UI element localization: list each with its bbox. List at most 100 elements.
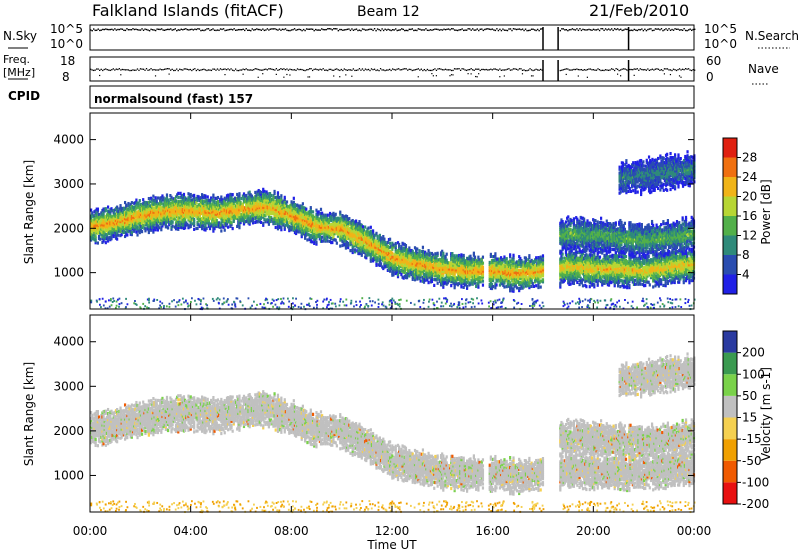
- power-cell: [142, 214, 145, 218]
- power-cell: [215, 210, 218, 215]
- power-cell: [256, 208, 259, 212]
- power-cell: [222, 215, 225, 219]
- power-cell: [111, 231, 114, 235]
- power-cell: [361, 225, 364, 229]
- nsky-point: [212, 28, 214, 30]
- power-cell: [92, 223, 95, 227]
- power-cell: [108, 224, 111, 228]
- nsky-point: [351, 28, 353, 30]
- power-cell: [118, 219, 121, 223]
- nsky-point: [91, 29, 93, 32]
- power-cell: [133, 215, 136, 219]
- power-cell: [384, 250, 387, 255]
- nsky-point: [234, 29, 237, 31]
- power-cell: [182, 194, 186, 199]
- power-cell: [353, 250, 357, 254]
- power-cell: [188, 215, 191, 219]
- freq-point: [253, 68, 255, 71]
- power-cell: [432, 267, 435, 271]
- power-cell: [385, 247, 388, 251]
- power-cell: [371, 237, 375, 241]
- power-cell: [347, 227, 350, 232]
- power-cell: [344, 246, 348, 250]
- power-cell: [358, 230, 361, 234]
- power-cell: [367, 238, 370, 242]
- power-cell: [99, 219, 102, 223]
- power-cell: [267, 204, 271, 208]
- freq-point: [266, 69, 268, 71]
- power-cell: [136, 211, 139, 215]
- power-cell: [386, 250, 389, 255]
- power-cell: [265, 194, 268, 198]
- power-cell: [323, 237, 326, 241]
- power-cell: [447, 275, 451, 279]
- nave-point: [620, 75, 622, 77]
- power-cell: [469, 264, 472, 268]
- power-cell: [134, 201, 137, 205]
- nsky-point: [452, 28, 454, 30]
- power-cell: [101, 214, 104, 219]
- power-cell: [105, 219, 109, 223]
- power-cell: [419, 275, 422, 279]
- power-cell: [151, 204, 154, 208]
- nsky-point: [623, 29, 625, 31]
- power-cell: [257, 188, 260, 193]
- power-cell: [211, 206, 214, 210]
- power-cell: [293, 203, 297, 207]
- nsky-point: [491, 28, 494, 30]
- power-cell: [319, 211, 323, 215]
- power-cell: [429, 276, 432, 280]
- power-cell: [215, 200, 218, 205]
- power-cell: [339, 244, 342, 248]
- power-cell: [224, 214, 227, 218]
- nsky-point: [94, 29, 96, 32]
- power-cell: [422, 254, 426, 258]
- power-cell: [477, 285, 480, 289]
- nsky-point: [404, 29, 406, 32]
- nsky-point: [231, 29, 234, 31]
- nsky-point: [562, 28, 565, 30]
- power-cell: [190, 204, 193, 208]
- power-cell: [461, 276, 464, 280]
- nsky-point: [606, 29, 608, 31]
- power-cell: [413, 254, 417, 258]
- power-cell: [368, 235, 371, 239]
- power-cell: [432, 253, 435, 257]
- power-cell: [475, 266, 478, 271]
- power-cell: [338, 226, 341, 230]
- power-cell: [390, 258, 393, 263]
- power-cell: [223, 204, 226, 208]
- freq-point: [494, 68, 496, 70]
- power-cell: [128, 208, 131, 213]
- power-cell: [383, 247, 386, 251]
- power-cell: [183, 214, 187, 218]
- power-cell: [421, 275, 425, 279]
- power-cell: [429, 266, 432, 270]
- power-cell: [305, 213, 308, 217]
- power-cell: [164, 215, 167, 219]
- power-cell: [348, 236, 351, 241]
- power-cell: [162, 208, 165, 212]
- power-cell: [271, 219, 274, 223]
- power-cell: [444, 266, 447, 270]
- power-cell: [135, 206, 138, 210]
- power-cell: [434, 266, 437, 270]
- power-cell: [268, 192, 272, 196]
- power-cell: [335, 227, 338, 231]
- power-cell: [371, 257, 375, 261]
- power-cell: [429, 252, 432, 256]
- freq-point: [392, 68, 394, 70]
- power-cell: [313, 217, 316, 222]
- power-cell: [208, 215, 212, 219]
- power-cell: [454, 266, 457, 270]
- power-cell: [375, 261, 378, 265]
- power-cell: [403, 256, 406, 261]
- power-cell: [273, 189, 276, 194]
- power-cell: [177, 219, 180, 223]
- power-cell: [117, 209, 120, 213]
- freq-point: [272, 68, 275, 71]
- power-cell: [143, 208, 146, 212]
- power-cell: [343, 219, 346, 223]
- power-cell: [292, 200, 295, 204]
- power-cell: [280, 198, 283, 202]
